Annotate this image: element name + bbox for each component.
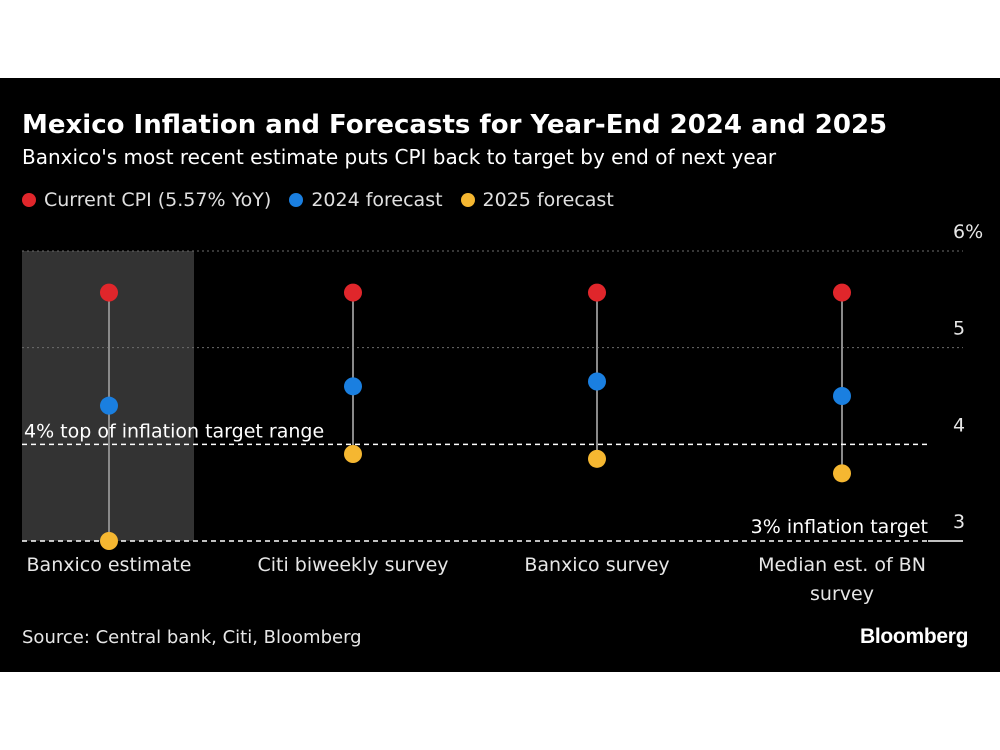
point-s2-c1	[344, 445, 362, 463]
point-s0-c3	[833, 283, 851, 302]
annotation-target-range: 4% top of inflation target range	[24, 420, 324, 442]
point-s2-c3	[833, 464, 851, 483]
legend-swatch-2025	[460, 193, 475, 207]
legend: Current CPI (5.57% YoY) 2024 forecast 20…	[22, 187, 632, 213]
point-s2-c0	[100, 532, 118, 550]
chart-title: Mexico Inflation and Forecasts for Year-…	[22, 110, 888, 140]
legend-label-2024: 2024 forecast	[311, 189, 443, 211]
point-s0-c2	[588, 283, 606, 302]
y-tick-label-0: 3	[953, 511, 965, 533]
y-tick-label-3: 6%	[953, 221, 983, 243]
point-s0-c1	[344, 283, 362, 302]
y-tick-label-2: 5	[953, 318, 965, 340]
legend-swatch-2024	[289, 193, 304, 207]
source-note: Source: Central bank, Citi, Bloomberg	[22, 627, 362, 648]
legend-item-2025: 2025 forecast	[460, 189, 614, 211]
legend-item-2024: 2024 forecast	[289, 189, 443, 211]
annotation-target: 3% inflation target	[751, 516, 928, 538]
point-s2-c2	[588, 449, 606, 468]
legend-item-current: Current CPI (5.57% YoY)	[22, 189, 271, 211]
bloomberg-logo: Bloomberg	[860, 625, 969, 648]
x-tick-label-1: Citi biweekly survey	[257, 554, 448, 576]
x-tick-label-0: Banxico estimate	[27, 554, 192, 576]
legend-swatch-current	[22, 193, 36, 207]
point-s1-c1	[344, 377, 362, 396]
point-s0-c0	[100, 283, 118, 302]
point-s1-c3	[833, 387, 851, 405]
legend-label-2025: 2025 forecast	[482, 189, 614, 211]
chart-subtitle: Banxico's most recent estimate puts CPI …	[22, 145, 777, 169]
x-tick-label-3: Median est. of BN survey	[758, 554, 926, 605]
x-tick-label-2: Banxico survey	[524, 554, 669, 576]
point-s1-c0	[100, 396, 118, 415]
point-s1-c2	[588, 372, 606, 391]
legend-label-current: Current CPI (5.57% YoY)	[44, 189, 272, 211]
y-tick-label-1: 4	[953, 414, 965, 436]
